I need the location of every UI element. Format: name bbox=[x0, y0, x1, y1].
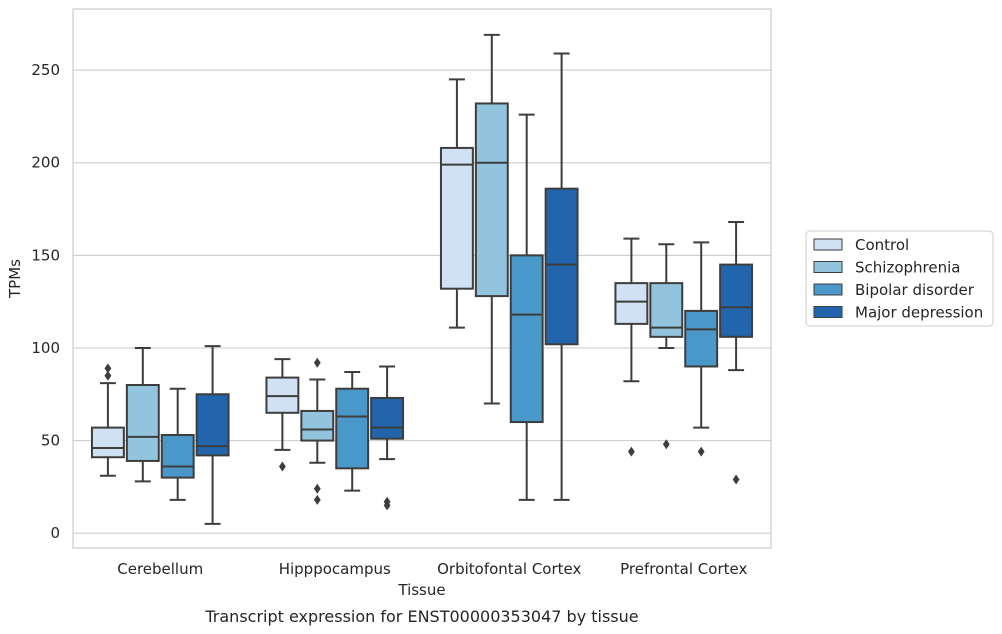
box-body bbox=[335, 387, 370, 470]
box-plot bbox=[439, 78, 474, 329]
box-body bbox=[439, 146, 474, 290]
legend-label: Bipolar disorder bbox=[855, 281, 975, 299]
outlier-point bbox=[697, 446, 705, 457]
box-body bbox=[90, 426, 125, 459]
box-plot bbox=[474, 33, 509, 405]
legend-swatch bbox=[813, 261, 843, 273]
x-tick-label: Cerebellum bbox=[117, 560, 203, 578]
box-body bbox=[370, 396, 405, 440]
box-body bbox=[160, 434, 195, 479]
outlier-point bbox=[732, 474, 740, 485]
box-plot bbox=[684, 241, 719, 457]
box-plot bbox=[649, 243, 684, 450]
x-tick-label: Orbitofontal Cortex bbox=[437, 560, 581, 578]
box-plot bbox=[335, 371, 370, 492]
y-tick-label: 100 bbox=[31, 339, 60, 357]
box-body bbox=[719, 263, 754, 338]
outlier-point bbox=[313, 357, 321, 368]
box-plot bbox=[370, 365, 405, 511]
y-tick-label: 250 bbox=[31, 61, 60, 79]
y-axis-ticks: 0 50 100 150 200 250 bbox=[31, 61, 60, 542]
box-plot bbox=[719, 221, 754, 485]
outlier-point bbox=[313, 483, 321, 494]
y-tick-label: 0 bbox=[50, 524, 60, 542]
outlier-point bbox=[279, 461, 286, 472]
y-tick-label: 150 bbox=[31, 246, 60, 264]
outlier-point bbox=[628, 446, 635, 457]
x-axis-label: Tissue bbox=[397, 581, 445, 599]
box-body bbox=[509, 254, 544, 424]
y-axis-label: TPMs bbox=[6, 259, 24, 299]
box-body bbox=[684, 309, 719, 368]
box-body bbox=[649, 282, 684, 338]
box-plot bbox=[614, 237, 649, 457]
legend-swatch bbox=[813, 283, 843, 296]
chart-caption: Transcript expression for ENST0000035304… bbox=[204, 607, 638, 626]
x-tick-label: Prefrontal Cortex bbox=[620, 560, 747, 578]
outlier-point bbox=[662, 439, 670, 450]
box-plot bbox=[125, 346, 160, 483]
y-tick-label: 200 bbox=[31, 154, 60, 172]
legend-swatch bbox=[813, 306, 843, 318]
box-plot bbox=[265, 358, 300, 472]
x-axis-ticks: Cerebellum Hipppocampus Orbitofontal Corte… bbox=[117, 560, 747, 578]
plot-frame bbox=[72, 8, 772, 549]
outlier-point bbox=[383, 500, 391, 511]
box-plot bbox=[300, 357, 335, 505]
outlier-point bbox=[313, 494, 321, 505]
outlier-point bbox=[104, 363, 112, 374]
legend-swatch bbox=[813, 238, 843, 251]
box-plots bbox=[90, 33, 754, 525]
outlier-point bbox=[104, 370, 112, 381]
box-body bbox=[614, 282, 649, 325]
box-plot bbox=[544, 52, 579, 501]
y-tick-label: 50 bbox=[41, 432, 60, 450]
x-tick-label: Hipppocampus bbox=[279, 560, 391, 578]
legend-label: Major depression bbox=[855, 304, 983, 322]
legend-label: Control bbox=[855, 236, 909, 254]
legend-frame bbox=[805, 230, 994, 327]
legend: Control Schizophrenia Bipolar disorder Majo… bbox=[805, 230, 994, 327]
legend-label: Schizophrenia bbox=[855, 259, 960, 277]
box-body bbox=[125, 384, 160, 462]
box-plot bbox=[509, 113, 544, 501]
box-plot bbox=[90, 363, 125, 477]
box-plot bbox=[160, 387, 195, 501]
box-plot bbox=[195, 345, 230, 525]
box-body bbox=[544, 187, 579, 346]
box-body bbox=[300, 409, 335, 442]
box-body bbox=[474, 102, 509, 298]
